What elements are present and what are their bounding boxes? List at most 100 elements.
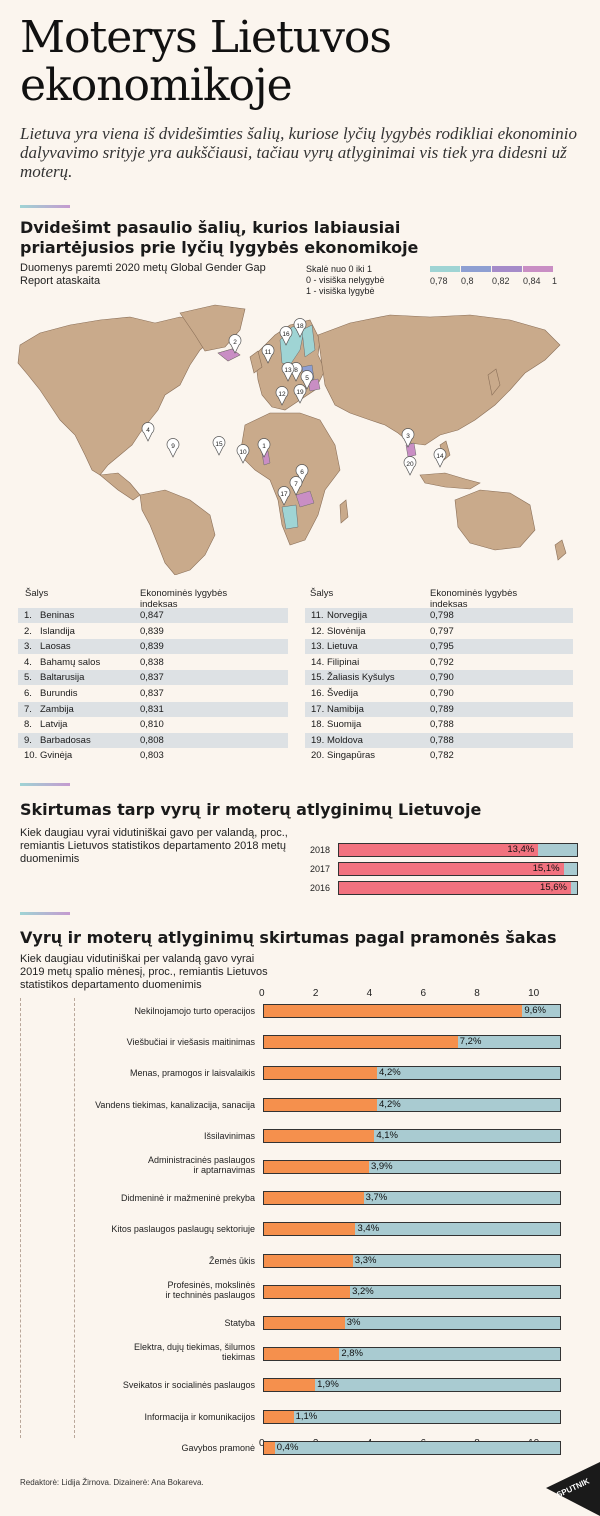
- row-country: Barbadosas: [40, 734, 91, 746]
- bar-track: [263, 1378, 561, 1393]
- table-row: 18. Suomija 0,788: [305, 717, 573, 732]
- table-header-index-right: Ekonominės lygybės indeksas: [430, 588, 518, 610]
- table-row: 3. Laosas 0,839: [18, 639, 288, 655]
- bar-value-label: 13,4%: [507, 844, 535, 855]
- category-label: Kitos paslaugos paslaugų sektoriuje: [111, 1224, 255, 1235]
- map-pin-marker: [236, 444, 250, 464]
- bar-track: [263, 1284, 561, 1299]
- axis-tick-top: 4: [366, 988, 373, 999]
- row-country: Lietuva: [327, 641, 358, 653]
- bar-track: [263, 1004, 561, 1018]
- bar-value-label: 3%: [346, 1317, 361, 1328]
- bar-track: [263, 1097, 561, 1112]
- map-pin: 7: [289, 476, 303, 496]
- table-row: 5. Baltarusija 0,837: [18, 670, 288, 686]
- map-pin: 20: [403, 456, 417, 476]
- bar-track: [263, 1316, 561, 1330]
- section2-title: Skirtumas tarp vyrų ir moterų atlyginimų…: [20, 800, 482, 819]
- bar-value-label: 15,6%: [540, 882, 567, 893]
- table-row: 6. Burundis 0,837: [18, 686, 288, 701]
- bar-value-label: 4,2%: [379, 1067, 401, 1079]
- map-pin-marker: [293, 318, 307, 338]
- asia-shape: [317, 314, 561, 446]
- map-pin-label: 18: [296, 323, 304, 330]
- category-label: Didmeninė ir mažmeninė prekyba: [120, 1193, 255, 1204]
- category-label: Elektra, dujų tiekimas, šilumos tiekimas: [133, 1342, 255, 1363]
- row-country: Islandija: [40, 625, 75, 637]
- north-america-shape: [17, 316, 216, 476]
- bar: [339, 863, 564, 875]
- bar-track: [263, 1347, 561, 1362]
- map-pin-label: 11: [265, 349, 272, 356]
- row-rank: 9.: [24, 734, 32, 746]
- bar-value-label: 1,9%: [317, 1379, 339, 1391]
- scale-one: 1 - visiška lygybė: [306, 286, 375, 296]
- table-row: 1. Beninas 0,847: [18, 608, 288, 623]
- australia-shape: [454, 489, 536, 551]
- row-rank: 14.: [311, 656, 325, 668]
- row-value: 0,838: [140, 656, 164, 668]
- category-label: Nekilnojamojo turto operacijos: [134, 1006, 255, 1016]
- bar-value-label: 3,4%: [357, 1223, 380, 1235]
- map-pin-marker: [228, 334, 242, 354]
- row-rank: 17.: [311, 703, 325, 715]
- section3-subtitle: Kiek daugiau vidutiniškai per valandą ga…: [20, 953, 268, 991]
- row-country: Baltarusija: [40, 672, 85, 684]
- table-row: 13. Lietuva 0,795: [305, 639, 573, 655]
- map-pin-label: 12: [278, 391, 286, 398]
- map-pin-marker: [293, 384, 307, 404]
- map-pin-label: 7: [294, 481, 298, 488]
- row-value: 0,837: [140, 688, 164, 699]
- row-rank: 2.: [24, 625, 32, 637]
- bar-value-label: 2,8%: [341, 1348, 363, 1360]
- map-pin-label: 20: [406, 461, 414, 468]
- category-label: Statyba: [224, 1318, 255, 1328]
- map-pin: 9: [166, 438, 180, 458]
- bar-value-label: 3,9%: [370, 1161, 393, 1172]
- map-pin: 4: [141, 422, 155, 442]
- scale-zero: 0 - visiška nelygybė: [306, 275, 385, 285]
- map-pin-marker: [281, 362, 295, 382]
- south-america-shape: [139, 489, 216, 575]
- map-pin-marker: [295, 464, 309, 484]
- category-label: Administracinės paslaugos ir aptarnavimas: [147, 1155, 255, 1175]
- axis-tick-top: 8: [474, 988, 480, 999]
- row-country: Zambija: [40, 703, 74, 715]
- map-pin-marker: [275, 386, 289, 406]
- map-pin-marker: [401, 428, 415, 448]
- central-america-shape: [99, 472, 141, 501]
- map-pin-label: 4: [146, 427, 150, 434]
- table-header-country-left: Šalys: [25, 588, 49, 599]
- row-country: Moldova: [327, 734, 363, 746]
- map-pin-label: 19: [296, 389, 304, 396]
- map-pin: 19: [293, 384, 307, 404]
- category-label: Gavybos pramonė: [181, 1442, 255, 1453]
- map-pin: 3: [401, 428, 415, 448]
- bar: [264, 1005, 523, 1017]
- row-value: 0,831: [140, 703, 164, 715]
- map-pin: 14: [433, 448, 447, 468]
- axis-tick-bottom: 0: [259, 1438, 265, 1449]
- row-country: Švedija: [327, 688, 359, 699]
- indonesia-shape: [419, 472, 481, 490]
- axis-tick-top: 2: [312, 988, 319, 999]
- bar-value-label: 3,7%: [365, 1192, 388, 1204]
- category-label: Žemės ūkis: [208, 1255, 255, 1266]
- section1-source: Duomenys paremti 2020 metų Global Gender…: [20, 262, 266, 287]
- row-value: 0,839: [140, 625, 164, 637]
- map-pin: 5: [300, 370, 314, 390]
- map-pin: 16: [279, 326, 293, 346]
- table-header-country-right: Šalys: [310, 588, 334, 599]
- map-pin: 17: [277, 486, 291, 506]
- map-pin-marker: [257, 438, 271, 458]
- new-zealand-shape: [554, 539, 567, 561]
- map-pin: 12: [275, 386, 289, 406]
- row-rank: 1.: [24, 610, 32, 621]
- year-label: 2017: [310, 864, 331, 874]
- map-pin: 10: [236, 444, 250, 464]
- row-rank: 19.: [311, 734, 325, 746]
- bar: [264, 1067, 378, 1080]
- row-rank: 13.: [311, 641, 325, 653]
- row-value: 0,810: [140, 719, 164, 731]
- map-pin-label: 2: [233, 339, 237, 346]
